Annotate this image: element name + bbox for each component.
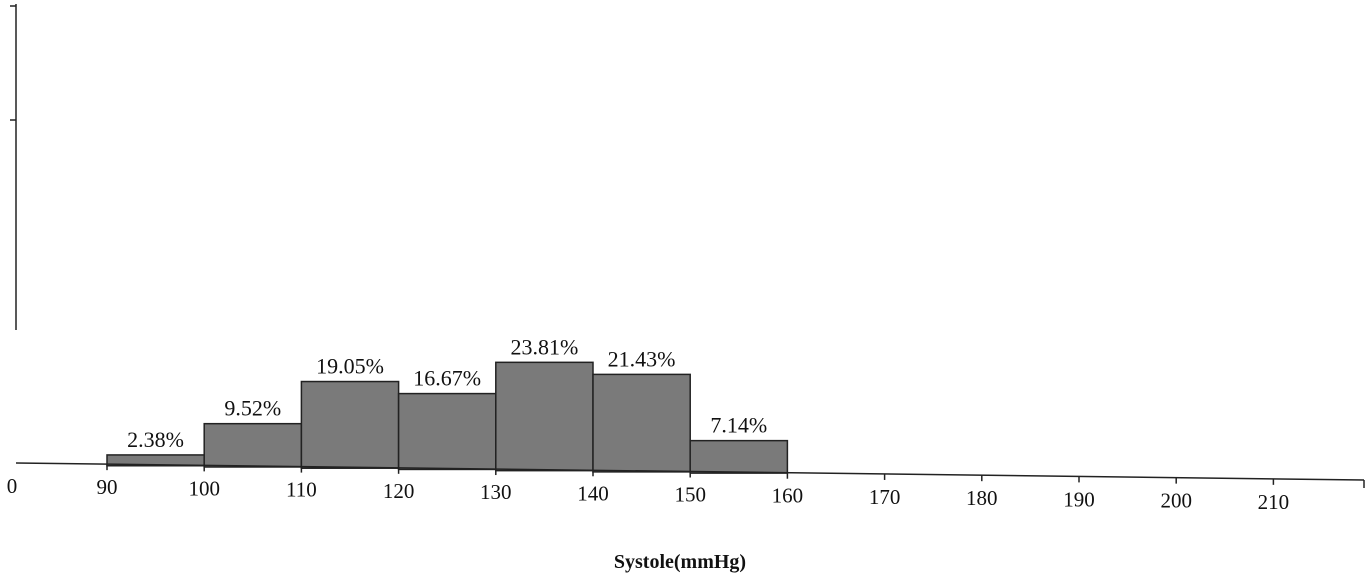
x-tick-label: 170 [869,485,901,509]
bar-value-label: 9.52% [224,396,281,421]
histogram-bar [689,439,789,474]
histogram-bar [592,373,691,473]
bar-value-label: 2.38% [127,427,184,452]
x-ticks-group: 0 90 100 110 120 130 140 150 160 170 180 190 200 210 [7,464,1365,514]
x-tick-label: 210 [1258,490,1290,514]
x-tick-label: 190 [1063,487,1095,511]
x-tick-label: 90 [97,475,118,499]
bar-value-label: 23.81% [510,334,578,359]
bar-value-label: 21.43% [608,346,676,371]
x-tick-label: 100 [188,476,220,500]
histogram-bar [397,392,497,471]
x-tick-label: 110 [286,478,317,502]
bar-value-label: 16.67% [413,366,481,391]
x-tick-label: 140 [577,481,609,505]
x-tick-label: 160 [772,484,804,508]
bar-value-label: 19.05% [316,354,384,379]
x-tick-label: 0 [7,474,18,498]
bars-group [106,361,789,474]
x-tick-label: 120 [383,479,415,503]
x-tick-label: 200 [1160,489,1192,513]
histogram-bar [203,422,303,468]
x-tick-label: 130 [480,480,512,504]
bar-labels-group: 2.38% 9.52% 19.05% 16.67% 23.81% 21.43% 7.14% [127,334,767,452]
x-tick-label: 180 [966,486,998,510]
x-tick-label: 150 [674,483,706,507]
x-axis-title: Systole(mmHg) [614,551,746,573]
histogram-bar [300,380,400,469]
x-axis-line [15,462,1365,481]
histogram-bar [495,361,594,472]
bar-value-label: 7.14% [710,413,767,438]
